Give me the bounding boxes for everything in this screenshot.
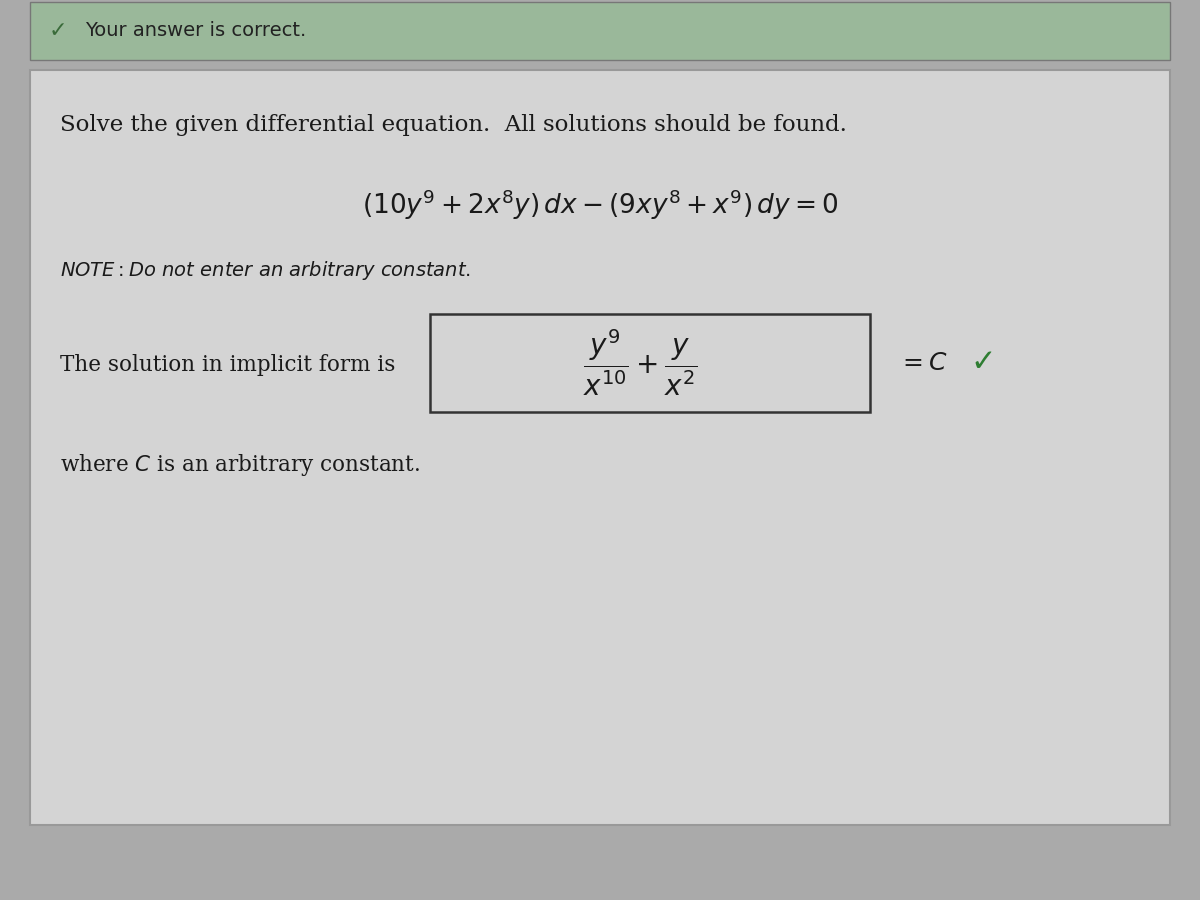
Text: $= C$: $= C$ <box>898 352 948 374</box>
Text: The solution in implicit form is: The solution in implicit form is <box>60 354 395 376</box>
Text: ✓: ✓ <box>970 348 996 377</box>
Text: Solve the given differential equation.  All solutions should be found.: Solve the given differential equation. A… <box>60 114 847 136</box>
FancyBboxPatch shape <box>30 2 1170 60</box>
Text: ✓: ✓ <box>49 21 67 41</box>
Text: Your answer is correct.: Your answer is correct. <box>85 22 306 40</box>
Text: where $C$ is an arbitrary constant.: where $C$ is an arbitrary constant. <box>60 452 420 478</box>
FancyBboxPatch shape <box>430 314 870 412</box>
Text: $\it{NOTE: Do\ not\ enter\ an\ arbitrary\ constant.}$: $\it{NOTE: Do\ not\ enter\ an\ arbitrary… <box>60 258 472 282</box>
FancyBboxPatch shape <box>30 70 1170 825</box>
Text: $(10y^{9} + 2x^{8}y)\, dx - (9xy^{8} + x^{9})\, dy = 0$: $(10y^{9} + 2x^{8}y)\, dx - (9xy^{8} + x… <box>361 188 839 222</box>
Text: $\dfrac{y^{9}}{x^{10}} + \dfrac{y}{x^{2}}$: $\dfrac{y^{9}}{x^{10}} + \dfrac{y}{x^{2}… <box>583 328 697 398</box>
